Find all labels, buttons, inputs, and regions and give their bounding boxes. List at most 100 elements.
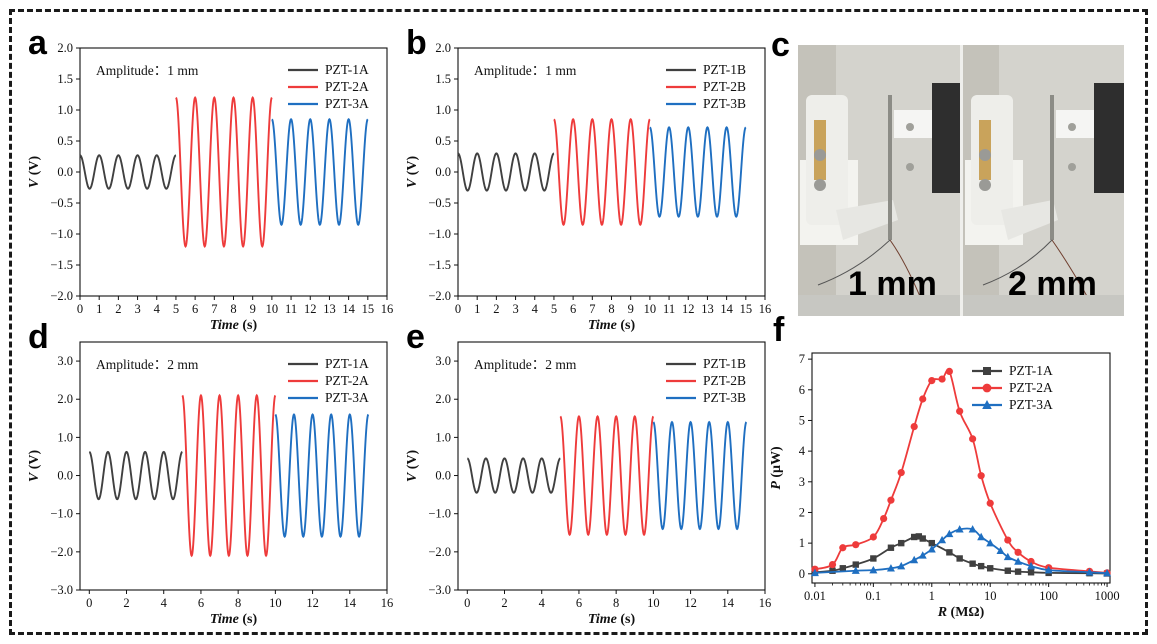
legend-marker (983, 367, 991, 375)
chart-panel-e: e 0 2 4 6 8 10 12 14 16 −3.0 −2.0 −1.0 0.0 1.0 2.0 3.0 Ti… (405, 318, 771, 627)
data-point-PZT-3A (918, 551, 927, 559)
x-tick-label: 12 (682, 302, 695, 316)
legend-marker (982, 400, 992, 409)
data-point-PZT-3A (1044, 565, 1053, 574)
y-tick-label: 0.0 (435, 165, 451, 179)
y-tick-label: −2.0 (428, 289, 451, 303)
x-tick-label: 14 (344, 596, 357, 610)
amplitude-annotation: Amplitude：1 mm (474, 63, 577, 78)
data-point-PZT-3A (968, 525, 977, 533)
y-tick-label: −2.0 (50, 545, 73, 559)
data-point-PZT-1A (910, 533, 918, 541)
data-point-PZT-1A (919, 535, 926, 542)
data-point-PZT-3A (1103, 568, 1112, 577)
series-line-PZT-2B (553, 118, 651, 226)
data-point-PZT-2A (977, 472, 985, 480)
data-point-PZT-1A (870, 555, 877, 562)
y-tick-label: 1.0 (435, 103, 451, 117)
data-point-PZT-1A (1004, 567, 1012, 574)
y-tick-label: 6 (799, 383, 805, 397)
data-point-PZT-1A (928, 539, 935, 547)
panel-letter-b: b (406, 24, 427, 62)
series-curve-PZT-2A (814, 369, 1108, 574)
y-tick-label: 4 (799, 444, 806, 458)
x-tick-label: 15 (740, 302, 753, 316)
x-tick-label: 8 (613, 596, 619, 610)
x-tick-label: 15 (362, 302, 375, 316)
x-axis-title: R (MΩ) (937, 605, 985, 620)
x-tick-label: 10 (266, 302, 279, 316)
y-tick-label: 7 (799, 352, 805, 366)
legend-label: PZT-2B (703, 79, 746, 94)
data-point-PZT-1A (977, 562, 985, 570)
y-tick-label: −1.0 (50, 227, 73, 241)
series-line-PZT-2A (181, 393, 277, 558)
y-tick-label: 0.5 (435, 134, 451, 148)
x-tick-label: 100 (1039, 589, 1058, 603)
y-tick-label: 3 (799, 475, 805, 489)
plot-frame (811, 352, 1111, 584)
x-tick-label: 4 (532, 302, 539, 316)
data-point-PZT-2A (852, 541, 860, 549)
x-tick-label: 2 (115, 302, 121, 316)
legend-label: PZT-3B (703, 96, 746, 111)
x-tick-label: 5 (173, 302, 179, 316)
legend-label: PZT-3B (703, 390, 746, 405)
y-tick-label: 1.5 (57, 72, 73, 86)
x-tick-label: 4 (539, 596, 546, 610)
data-point-PZT-1A (898, 539, 905, 547)
y-axis-title: V (V) (27, 450, 42, 483)
series-line-PZT-2A (175, 96, 273, 248)
x-tick-label: 10 (644, 302, 657, 316)
data-point-PZT-1A (839, 565, 847, 572)
x-tick-label: 10 (984, 589, 997, 603)
y-tick-label: 2.0 (435, 41, 451, 55)
data-point-PZT-1A (956, 555, 963, 562)
photo-setup-1mm (798, 45, 960, 316)
y-tick-label: −0.5 (50, 196, 73, 210)
y-tick-label: 0.0 (57, 165, 73, 179)
y-tick-label: 2.0 (435, 392, 451, 406)
data-point-PZT-2A (887, 496, 895, 504)
data-point-PZT-2A (969, 435, 977, 443)
x-tick-label: 14 (342, 302, 355, 316)
x-tick-label: 4 (161, 596, 168, 610)
x-tick-label: 8 (608, 302, 614, 316)
y-tick-label: −2.0 (428, 545, 451, 559)
amplitude-annotation: Amplitude：1 mm (96, 63, 199, 78)
legend-label: PZT-1A (1009, 363, 1053, 378)
y-tick-label: 0 (799, 567, 805, 581)
x-tick-label: 2 (501, 596, 507, 610)
x-tick-label: 13 (323, 302, 336, 316)
y-tick-label: 2.0 (57, 41, 73, 55)
data-point-PZT-2A (956, 407, 964, 415)
x-tick-label: 16 (381, 302, 394, 316)
data-point-PZT-3A (945, 529, 954, 538)
x-tick-label: 0 (86, 596, 92, 610)
data-point-PZT-2A (880, 515, 888, 523)
plot-frame (79, 341, 388, 591)
data-point-PZT-3A (938, 535, 947, 544)
series-line-PZT-3B (649, 126, 747, 218)
y-tick-label: 2 (799, 505, 805, 519)
x-tick-label: 6 (198, 596, 204, 610)
x-tick-label: 2 (493, 302, 499, 316)
data-point-PZT-3A (869, 565, 878, 574)
chart-panel-a: a0 1 2 3 4 5 6 7 8 9 10 11 12 13 14 15 16−2.0−1.5−1.0−0.… (27, 24, 394, 333)
y-tick-label: 1.0 (57, 430, 73, 444)
y-tick-label: −0.5 (428, 196, 451, 210)
data-point-PZT-3A (810, 568, 819, 577)
legend-label: PZT-1B (703, 62, 746, 77)
legend-label: PZT-1A (325, 356, 369, 371)
y-tick-label: 0.0 (57, 469, 73, 483)
data-point-PZT-1A (915, 533, 923, 540)
x-tick-label: 10 (269, 596, 282, 610)
series-line-PZT-1A (79, 154, 177, 190)
y-tick-label: −1.5 (428, 258, 451, 272)
x-tick-label: 0 (77, 302, 83, 316)
data-point-PZT-3A (1003, 552, 1012, 561)
data-point-PZT-1A (829, 567, 836, 574)
x-tick-label: 9 (628, 302, 634, 316)
data-point-PZT-3A (886, 564, 895, 572)
x-tick-label: 12 (304, 302, 317, 316)
